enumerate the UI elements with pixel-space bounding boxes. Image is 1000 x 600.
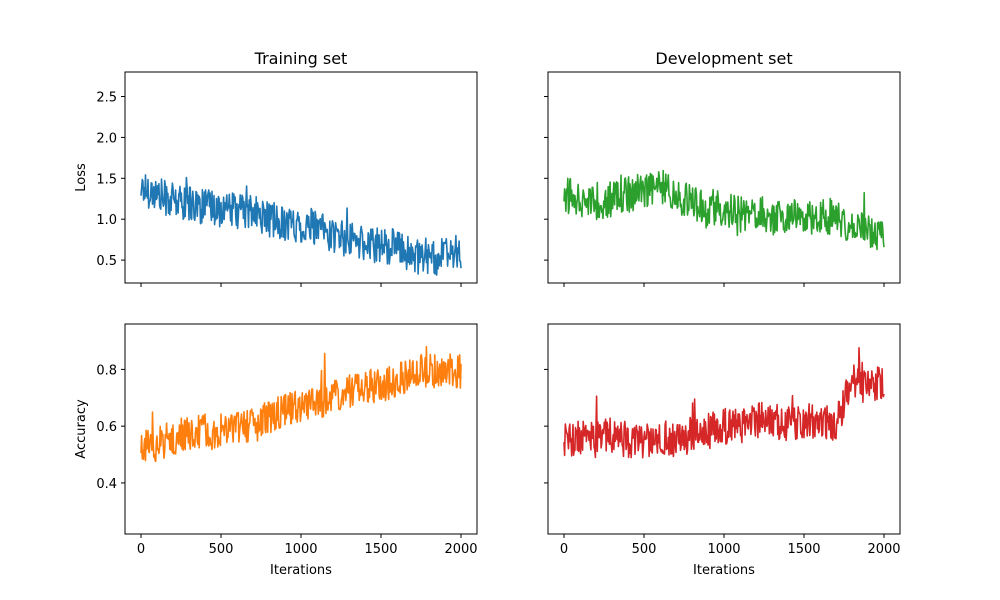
subplot-title: Development set [655,49,792,68]
x-tick-label: 1000 [284,542,317,557]
y-tick-label: 1.0 [96,213,117,228]
series-line [140,345,462,463]
x-tick-label: 1500 [787,542,820,557]
series-line [140,174,462,276]
x-tick-label: 500 [632,542,657,557]
y-axis-label: Accuracy [74,399,89,459]
x-tick-label: 2000 [444,542,477,557]
y-axis-label: Loss [74,163,89,192]
subplot-2: Development set [544,49,901,287]
x-tick-label: 1000 [707,542,740,557]
subplot-4: 0 500 1000 1500 2000 Iterations [544,323,901,578]
x-tick-label: 1500 [364,542,397,557]
x-tick-label: 0 [137,542,145,557]
subplot-title: Training set [254,49,348,68]
y-tick-label: 2.5 [96,91,117,106]
y-tick-label: 0.8 [96,363,117,378]
axes-frame [124,71,478,284]
series-line [563,347,885,459]
x-tick-label: 2000 [867,542,900,557]
x-axis-label: Iterations [270,563,332,578]
subplot-3: 0 500 1000 1500 2000 0.4 0.6 0.8 Iterations Accur… [74,323,478,578]
subplot-1: 0.5 1.0 1.5 2.0 2.5 Training set Loss [74,49,478,287]
series-line [563,169,885,251]
y-tick-label: 1.5 [96,172,117,187]
x-tick-label: 500 [209,542,234,557]
x-axis-label: Iterations [693,563,755,578]
axes-frame [124,323,478,535]
y-tick-label: 2.0 [96,131,117,146]
y-tick-label: 0.4 [96,477,117,492]
y-tick-label: 0.5 [96,254,117,269]
x-tick-label: 0 [560,542,568,557]
y-tick-label: 0.6 [96,420,117,435]
axes-frame [547,71,901,284]
